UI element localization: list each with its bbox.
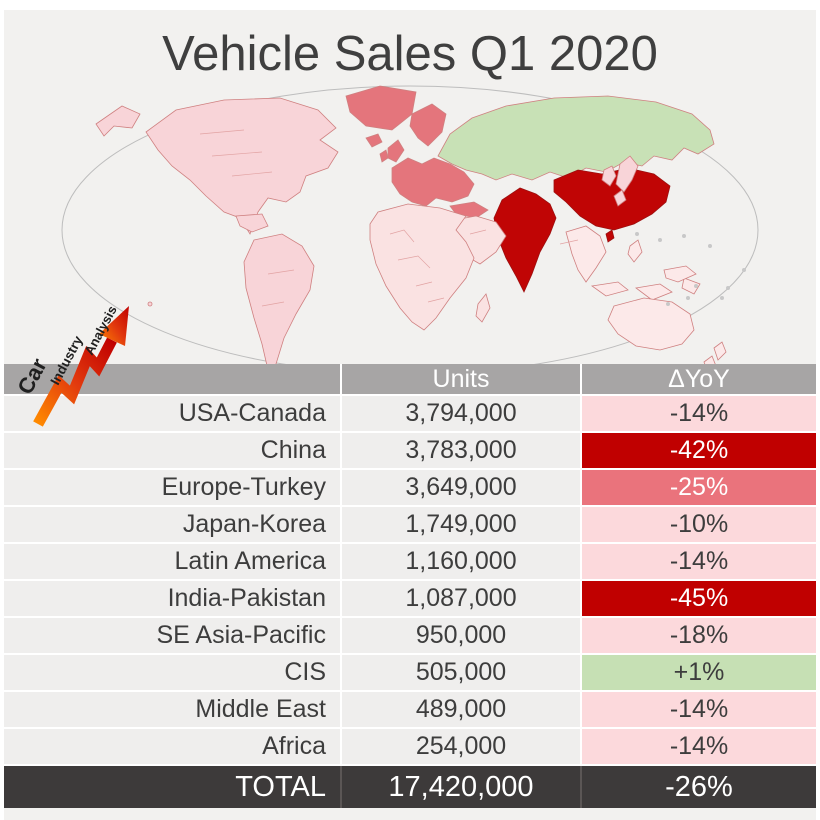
units-cell: 950,000 (342, 618, 580, 653)
table-row: Middle East 489,000 -14% (4, 692, 816, 727)
table-row: Africa 254,000 -14% (4, 729, 816, 764)
region-cell: Japan-Korea (4, 507, 340, 542)
map-region-latin-america (235, 213, 315, 371)
map-region-japan-korea (601, 155, 639, 207)
units-cell: 489,000 (342, 692, 580, 727)
map-country-borders (199, 129, 579, 307)
table-row: China 3,783,000 -42% (4, 433, 816, 468)
units-cell: 505,000 (342, 655, 580, 690)
yoy-cell: +1% (582, 655, 816, 690)
units-cell: 254,000 (342, 729, 580, 764)
map-pacific-islands (635, 232, 746, 306)
world-map (61, 85, 759, 374)
region-cell: Europe-Turkey (4, 470, 340, 505)
region-cell: India-Pakistan (4, 581, 340, 616)
region-cell: SE Asia-Pacific (4, 618, 340, 653)
table-row: Japan-Korea 1,749,000 -10% (4, 507, 816, 542)
yoy-cell: -10% (582, 507, 816, 542)
total-region-cell: TOTAL (4, 766, 340, 808)
table-total-row: TOTAL 17,420,000 -26% (4, 766, 816, 808)
yoy-cell: -14% (582, 396, 816, 431)
header-yoy: ΔYoY (582, 364, 816, 394)
map-region-europe-turkey (379, 103, 489, 219)
logo-word-car: Car (12, 354, 52, 399)
units-cell: 3,649,000 (342, 470, 580, 505)
total-yoy-cell: -26% (582, 766, 816, 808)
units-cell: 1,160,000 (342, 544, 580, 579)
map-region-usa-canada (95, 97, 339, 307)
yoy-cell: -18% (582, 618, 816, 653)
yoy-cell: -45% (582, 581, 816, 616)
table-body: USA-Canada 3,794,000 -14% China 3,783,00… (4, 396, 816, 764)
map-region-greenland (345, 85, 417, 148)
region-cell: Middle East (4, 692, 340, 727)
yoy-cell: -14% (582, 692, 816, 727)
table-row: India-Pakistan 1,087,000 -45% (4, 581, 816, 616)
units-cell: 3,794,000 (342, 396, 580, 431)
map-projection-outline (61, 85, 759, 374)
table-row: USA-Canada 3,794,000 -14% (4, 396, 816, 431)
map-region-se-asia-pacific (565, 225, 727, 373)
yoy-cell: -14% (582, 729, 816, 764)
region-cell: China (4, 433, 340, 468)
region-cell: CIS (4, 655, 340, 690)
map-region-africa (369, 203, 491, 331)
table-row: SE Asia-Pacific 950,000 -18% (4, 618, 816, 653)
logo: Car Industry Analysis (12, 303, 129, 427)
map-region-cis (437, 95, 715, 181)
table-row: Europe-Turkey 3,649,000 -25% (4, 470, 816, 505)
table-row: Latin America 1,160,000 -14% (4, 544, 816, 579)
logo-arrow-icon (33, 306, 129, 427)
total-units-cell: 17,420,000 (342, 766, 580, 808)
yoy-cell: -14% (582, 544, 816, 579)
sales-table: Units ΔYoY USA-Canada 3,794,000 -14% Chi… (4, 364, 816, 808)
table-row: CIS 505,000 +1% (4, 655, 816, 690)
page-title: Vehicle Sales Q1 2020 (162, 27, 658, 81)
yoy-cell: -42% (582, 433, 816, 468)
units-cell: 3,783,000 (342, 433, 580, 468)
table-header-row: Units ΔYoY (4, 364, 816, 394)
units-cell: 1,749,000 (342, 507, 580, 542)
yoy-cell: -25% (582, 470, 816, 505)
header-units: Units (342, 364, 580, 394)
units-cell: 1,087,000 (342, 581, 580, 616)
region-cell: Latin America (4, 544, 340, 579)
region-cell: USA-Canada (4, 396, 340, 431)
region-cell: Africa (4, 729, 340, 764)
